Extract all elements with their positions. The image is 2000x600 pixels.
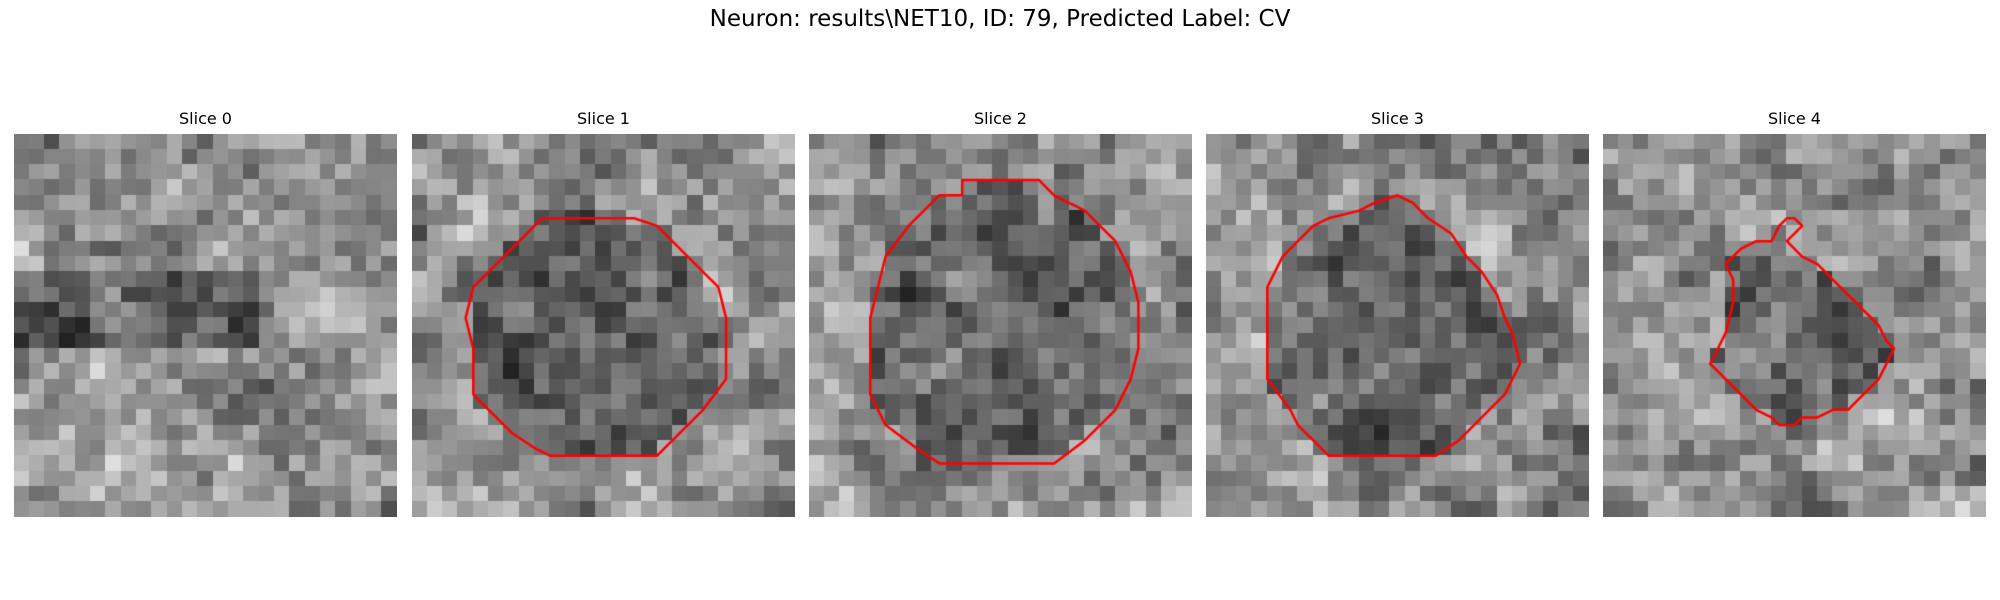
slice-title: Slice 3 [1206, 108, 1589, 130]
slice-panel-4: Slice 4 [1603, 108, 1986, 130]
slice-image-1 [412, 134, 795, 517]
slice-image-2 [809, 134, 1192, 517]
slice-title: Slice 4 [1603, 108, 1986, 130]
slice-title: Slice 1 [412, 108, 795, 130]
slice-panel-1: Slice 1 [412, 108, 795, 130]
figure-title: Neuron: results\NET10, ID: 79, Predicted… [0, 6, 2000, 32]
slice-panel-2: Slice 2 [809, 108, 1192, 130]
slice-image-4 [1603, 134, 1986, 517]
slice-panel-3: Slice 3 [1206, 108, 1589, 130]
slice-panel-0: Slice 0 [14, 108, 397, 130]
slice-image-3 [1206, 134, 1589, 517]
slice-image-0 [14, 134, 397, 517]
slice-title: Slice 0 [14, 108, 397, 130]
slice-title: Slice 2 [809, 108, 1192, 130]
